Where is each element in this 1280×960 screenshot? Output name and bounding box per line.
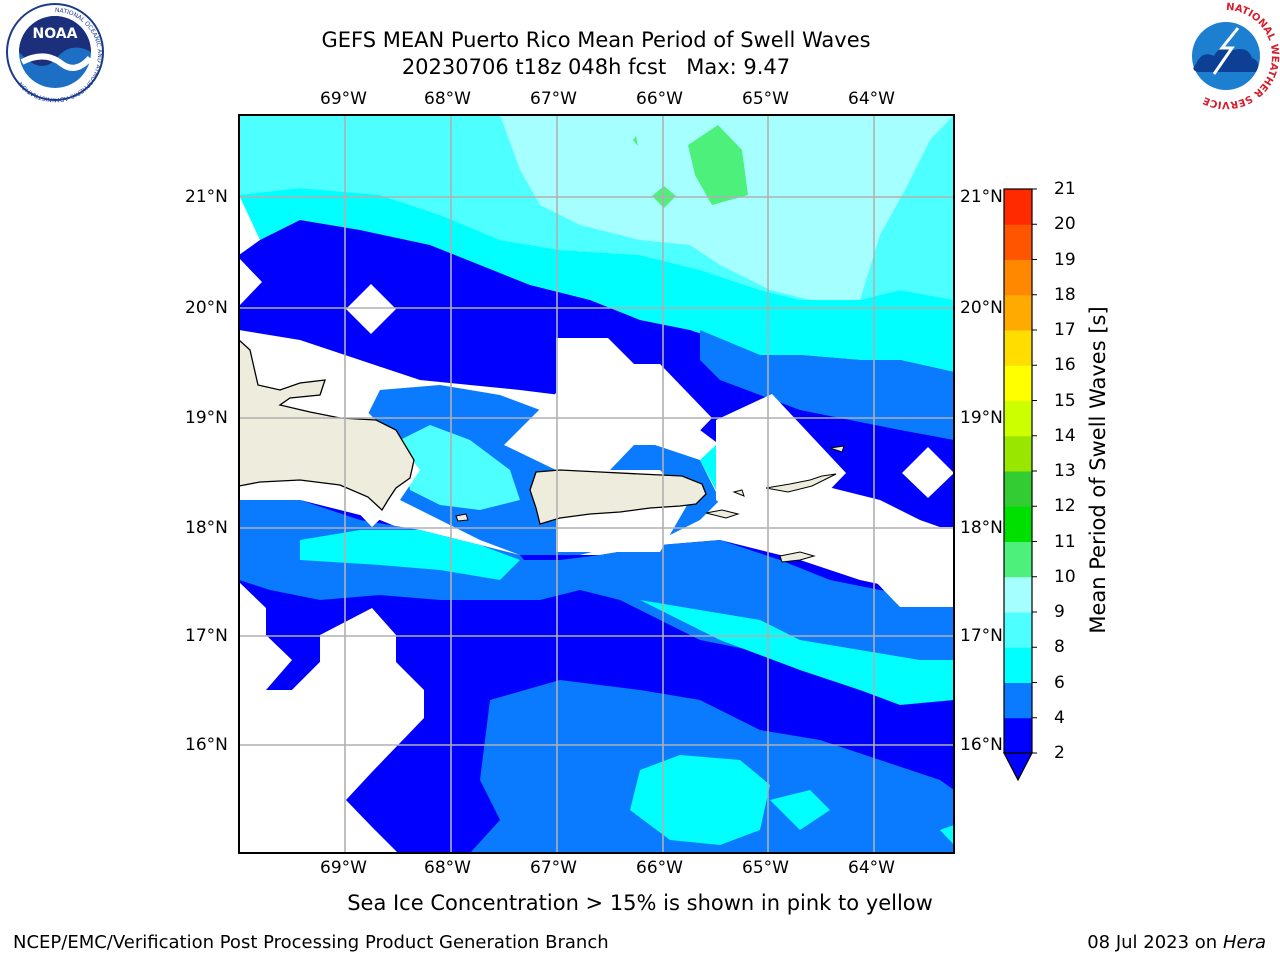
lat-label-left-5: 17°N	[185, 626, 228, 646]
colorbar-tick-label: 8	[1054, 637, 1065, 658]
map-frame	[238, 114, 955, 854]
colorbar-tick-label: 11	[1054, 531, 1076, 552]
colorbar-segment	[1004, 717, 1032, 754]
lon-label-top-4: 66°W	[636, 89, 683, 109]
lon-label-bottom-3: 67°W	[530, 858, 577, 878]
footer-date: 08 Jul 2023 on Hera	[1087, 932, 1266, 953]
colorbar-tick-label: 14	[1054, 425, 1076, 446]
colorbar-tick-label: 17	[1054, 320, 1076, 340]
lat-label-left-2: 20°N	[185, 298, 228, 318]
colorbar-tick-label: 15	[1054, 390, 1076, 411]
colorbar-tick-label: 16	[1054, 355, 1076, 376]
anegada-island	[829, 445, 845, 453]
virgin-islands	[765, 473, 837, 493]
colorbar-tick-label: 6	[1054, 672, 1065, 693]
noaa-logo-text: NOAA	[33, 26, 78, 42]
colorbar-under-arrow	[1003, 752, 1033, 782]
colorbar-segment	[1004, 435, 1032, 472]
nws-logo: NATIONAL WEATHER SERVICE	[1176, 2, 1280, 110]
st-croix-island	[779, 551, 816, 563]
colorbar-segment	[1004, 576, 1032, 613]
lon-label-bottom-6: 64°W	[848, 858, 895, 878]
lat-label-left-4: 18°N	[185, 518, 228, 538]
colorbar-segment	[1004, 541, 1032, 578]
lat-label-left-6: 16°N	[185, 735, 228, 755]
colorbar-title: Mean Period of Swell Waves [s]	[1086, 306, 1110, 634]
chart-title: GEFS MEAN Puerto Rico Mean Period of Swe…	[321, 28, 871, 52]
colorbar-tick-label: 20	[1054, 214, 1076, 235]
noaa-logo: NOAA NATIONAL OCEANIC AND ATMOSPHERIC AD…	[6, 3, 104, 103]
colorbar-tick-label: 21	[1054, 179, 1076, 199]
colorbar-segment	[1004, 506, 1032, 542]
colorbar-segment	[1004, 259, 1032, 296]
colorbar-tick-label: 2	[1054, 743, 1065, 763]
colorbar-tick-label: 13	[1054, 461, 1076, 481]
colorbar-segment	[1004, 400, 1032, 437]
colorbar	[1003, 188, 1037, 782]
colorbar-segment	[1004, 471, 1032, 507]
colorbar-segment	[1004, 647, 1032, 683]
lon-label-bottom-2: 68°W	[424, 858, 471, 878]
map-gridlines	[239, 115, 954, 853]
puerto-rico-landmass	[529, 469, 707, 525]
lat-label-right-4: 18°N	[960, 518, 1003, 538]
footer-machine-name: Hera	[1222, 932, 1266, 953]
lon-label-bottom-1: 69°W	[320, 858, 367, 878]
lon-label-top-5: 65°W	[742, 89, 789, 109]
lon-label-bottom-5: 65°W	[742, 858, 789, 878]
colorbar-segment	[1004, 612, 1032, 648]
lat-label-left-1: 21°N	[185, 187, 228, 207]
lat-label-right-6: 16°N	[960, 735, 1003, 755]
lat-label-right-5: 17°N	[960, 626, 1003, 646]
colorbar-tick-label: 18	[1054, 284, 1076, 305]
colorbar-tick-label: 19	[1054, 249, 1076, 270]
colorbar-segment	[1004, 224, 1032, 260]
hispaniola-landmass	[239, 339, 415, 512]
lat-label-right-1: 21°N	[960, 187, 1003, 207]
sea-ice-caption: Sea Ice Concentration > 15% is shown in …	[347, 891, 933, 915]
colorbar-segment	[1004, 294, 1032, 331]
lon-label-top-3: 67°W	[530, 89, 577, 109]
colorbar-tick-label: 9	[1054, 602, 1065, 622]
colorbar-tick-label: 4	[1054, 707, 1065, 728]
colorbar-segment	[1004, 330, 1032, 366]
footer-date-text: 08 Jul 2023 on	[1087, 932, 1223, 953]
lat-label-right-2: 20°N	[960, 298, 1003, 318]
colorbar-tick-label: 12	[1054, 496, 1076, 517]
culebra-island	[732, 489, 745, 497]
lat-label-left-3: 19°N	[185, 408, 228, 428]
colorbar-segment	[1004, 682, 1032, 719]
lon-label-top-1: 69°W	[320, 89, 367, 109]
chart-subtitle: 20230706 t18z 048h fcst Max: 9.47	[401, 55, 791, 79]
colorbar-segment	[1004, 189, 1032, 225]
colorbar-segment	[1004, 365, 1032, 401]
lon-label-bottom-4: 66°W	[636, 858, 683, 878]
colorbar-tick-label: 10	[1054, 566, 1076, 587]
mona-island	[455, 513, 469, 522]
lat-label-right-3: 19°N	[960, 408, 1003, 428]
lon-label-top-6: 64°W	[848, 89, 895, 109]
vieques-island	[705, 509, 740, 519]
footer-credit: NCEP/EMC/Verification Post Processing Pr…	[13, 932, 609, 953]
land-areas	[239, 339, 845, 563]
lon-label-top-2: 68°W	[424, 89, 471, 109]
